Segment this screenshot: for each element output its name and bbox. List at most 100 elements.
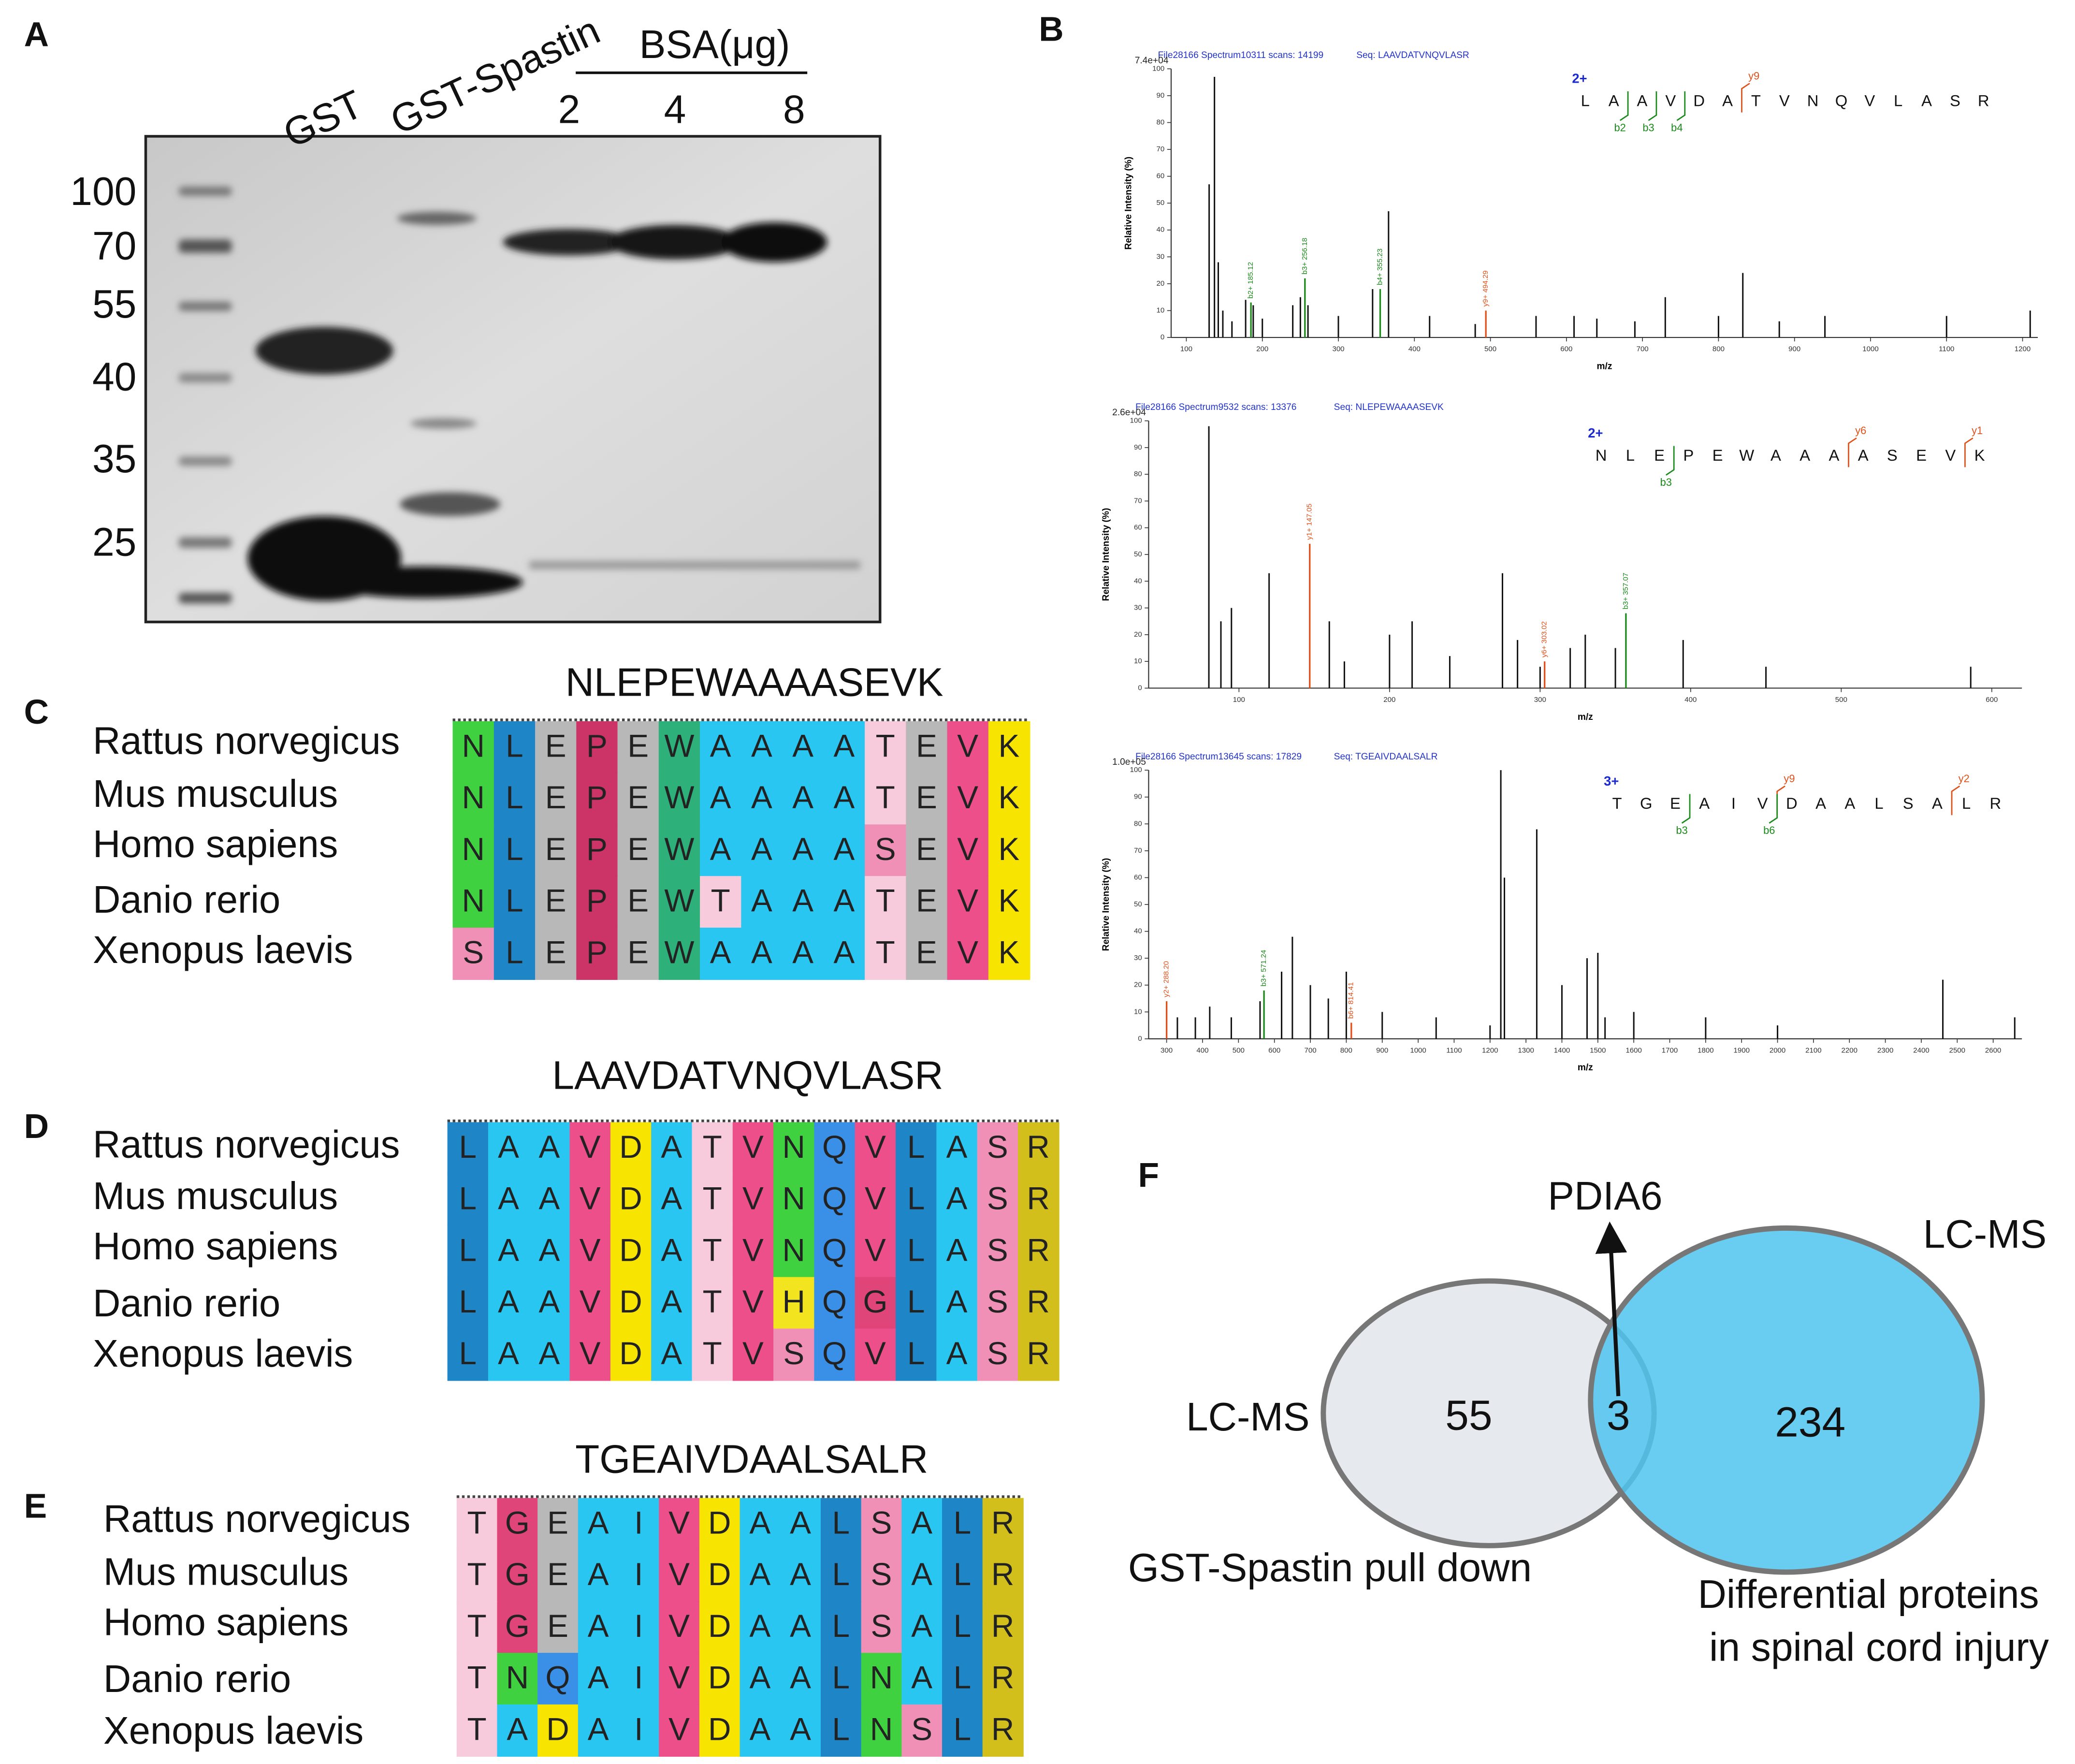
residue-cell bbox=[569, 1225, 611, 1278]
residue-cell bbox=[861, 1601, 902, 1654]
residue: A bbox=[750, 1660, 771, 1695]
sequence-letter: E bbox=[1654, 446, 1665, 464]
y-tick-label: 70 bbox=[1134, 496, 1142, 505]
residue-cell bbox=[823, 876, 866, 929]
residue: A bbox=[661, 1232, 682, 1268]
x-tick-label: 400 bbox=[1196, 1046, 1208, 1054]
residue-cell bbox=[780, 1704, 822, 1757]
alignment-title: TGEAIVDAALSALR bbox=[575, 1438, 928, 1482]
residue-cell bbox=[617, 927, 660, 980]
residue: K bbox=[999, 728, 1020, 763]
x-tick-label: 1800 bbox=[1698, 1046, 1713, 1054]
residue: E bbox=[916, 780, 937, 815]
residue: A bbox=[792, 780, 813, 815]
residue: V bbox=[580, 1336, 601, 1371]
residue: L bbox=[907, 1284, 925, 1319]
sequence-letter: K bbox=[1974, 446, 1985, 464]
residue: N bbox=[462, 728, 484, 763]
residue-cell bbox=[535, 927, 577, 980]
residue-cell bbox=[659, 1549, 700, 1602]
residue-cell bbox=[576, 876, 618, 929]
residue: K bbox=[999, 780, 1020, 815]
residue-cell bbox=[617, 721, 660, 774]
residue: A bbox=[911, 1557, 932, 1592]
residue: K bbox=[999, 831, 1020, 867]
residue: A bbox=[911, 1505, 932, 1540]
residue-cell bbox=[1017, 1277, 1059, 1329]
residue-cell bbox=[782, 876, 825, 929]
ion-label: b2+ 185.12 bbox=[1247, 262, 1255, 299]
residue-cell bbox=[488, 1225, 530, 1278]
residue-cell bbox=[936, 1328, 978, 1381]
residue-cell bbox=[610, 1277, 652, 1329]
residue-cell bbox=[988, 721, 1030, 774]
residue: L bbox=[832, 1711, 850, 1747]
residue: E bbox=[545, 780, 566, 815]
residue-cell bbox=[977, 1225, 1019, 1278]
residue: A bbox=[790, 1660, 811, 1695]
residue-cell bbox=[617, 824, 660, 877]
x-tick-label: 600 bbox=[1986, 696, 1998, 704]
venn-count: 3 bbox=[1607, 1392, 1630, 1439]
residue: A bbox=[792, 728, 813, 763]
ion-label: y1+ 147.05 bbox=[1306, 504, 1314, 540]
residue: L bbox=[954, 1660, 972, 1695]
residue-cell bbox=[942, 1549, 984, 1602]
residue-cell bbox=[578, 1653, 619, 1706]
sequence-letter: T bbox=[1751, 91, 1761, 109]
residue-cell bbox=[988, 773, 1030, 825]
y-tick-label: 0 bbox=[1138, 684, 1142, 692]
marker-label: 55 bbox=[92, 282, 136, 326]
residue-cell bbox=[618, 1653, 660, 1706]
x-tick-label: 100 bbox=[1233, 696, 1245, 704]
residue-cell bbox=[820, 1498, 862, 1550]
residue-cell bbox=[773, 1122, 815, 1175]
y-tick-label: 30 bbox=[1157, 252, 1165, 261]
x-tick-label: 800 bbox=[1340, 1046, 1352, 1054]
x-tick-label: 1000 bbox=[1410, 1046, 1426, 1054]
residue-cell bbox=[988, 876, 1030, 929]
residue: A bbox=[792, 934, 813, 970]
venn-label: in spinal cord injury bbox=[1709, 1625, 2049, 1669]
residue-cell bbox=[865, 927, 907, 980]
y-tick-label: 100 bbox=[1130, 766, 1142, 774]
residue: L bbox=[954, 1608, 972, 1644]
residue-cell bbox=[569, 1174, 611, 1226]
max-intensity: 7.4e+04 bbox=[1135, 56, 1169, 66]
sequence-letter: A bbox=[1932, 794, 1943, 812]
residue-cell bbox=[658, 721, 701, 774]
residue: T bbox=[876, 780, 895, 815]
residue: D bbox=[619, 1181, 642, 1216]
residue-cell bbox=[699, 1601, 740, 1654]
residue: E bbox=[916, 728, 937, 763]
residue-cell bbox=[982, 1653, 1024, 1706]
x-tick-label: 500 bbox=[1484, 345, 1496, 353]
residue: G bbox=[505, 1608, 530, 1644]
residue-cell bbox=[535, 824, 577, 877]
residue-cell bbox=[906, 773, 948, 825]
residue-cell bbox=[782, 721, 825, 774]
residue: D bbox=[708, 1505, 731, 1540]
residue: W bbox=[664, 934, 694, 970]
residue-cell bbox=[820, 1601, 862, 1654]
spectrum: File28166 Spectrum10311 scans: 14199 Seq:… bbox=[1123, 50, 2038, 371]
residue-cell bbox=[456, 1653, 498, 1706]
residue: S bbox=[987, 1336, 1008, 1371]
residue-cell bbox=[740, 1498, 781, 1550]
residue: A bbox=[661, 1284, 682, 1319]
residue: R bbox=[991, 1660, 1014, 1695]
residue-cell bbox=[537, 1704, 579, 1757]
residue: V bbox=[865, 1181, 886, 1216]
y-axis-label: Relative Intensity (%) bbox=[1101, 508, 1111, 601]
residue-cell bbox=[617, 876, 660, 929]
residue: A bbox=[750, 1557, 771, 1592]
residue-cell bbox=[936, 1174, 978, 1226]
residue: A bbox=[588, 1711, 609, 1747]
residue-cell bbox=[651, 1277, 693, 1329]
spectrum-header: File28166 Spectrum13645 scans: 17829 bbox=[1135, 752, 1302, 762]
residue-cell bbox=[456, 1549, 498, 1602]
residue-cell bbox=[896, 1277, 937, 1329]
residue: A bbox=[790, 1505, 811, 1540]
species-name: Rattus norvegicus bbox=[93, 719, 400, 762]
